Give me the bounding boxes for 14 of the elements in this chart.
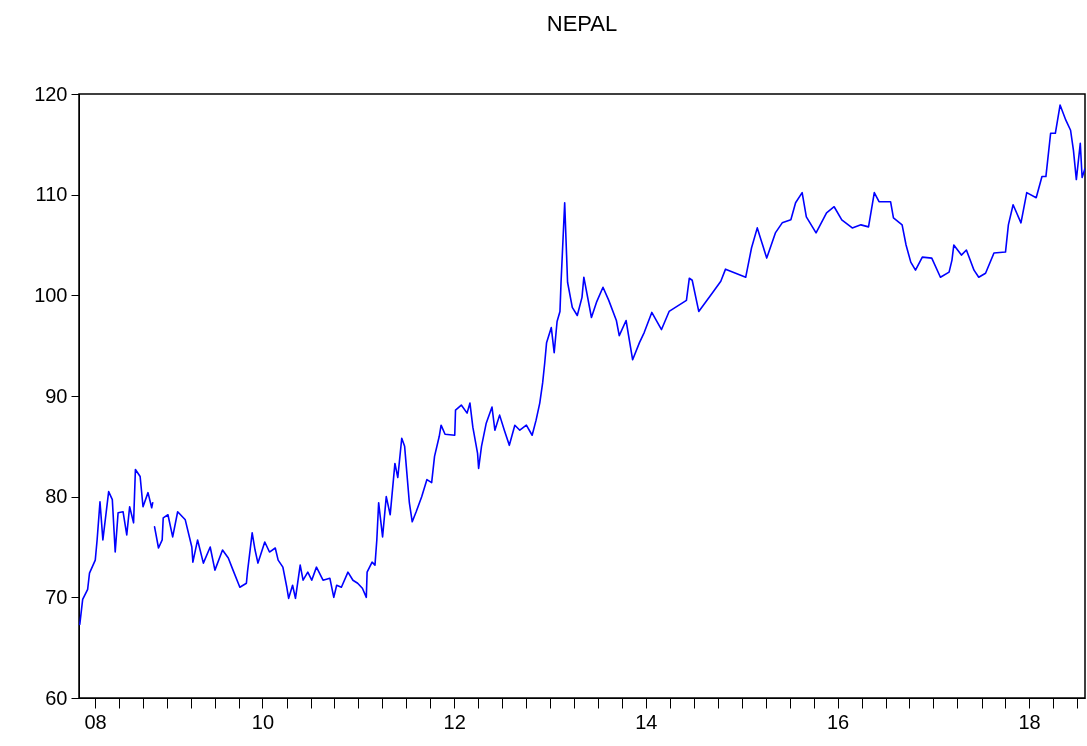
x-tick-label: 08 [84,710,107,733]
y-tick-label: 100 [34,283,68,306]
y-tick-label: 70 [45,585,68,608]
x-tick-label: 12 [443,710,466,733]
x-tick-label: 14 [635,710,658,733]
y-tick-label: 120 [34,82,68,105]
x-tick-label: 18 [1018,710,1041,733]
y-tick-label: 110 [35,183,68,206]
y-tick-label: 80 [45,485,68,508]
chart-title: NEPAL [546,11,618,36]
y-tick-label: 90 [45,384,68,407]
y-tick-label: 60 [45,686,68,709]
x-tick-label: 16 [826,710,850,733]
x-tick-label: 10 [251,710,275,733]
